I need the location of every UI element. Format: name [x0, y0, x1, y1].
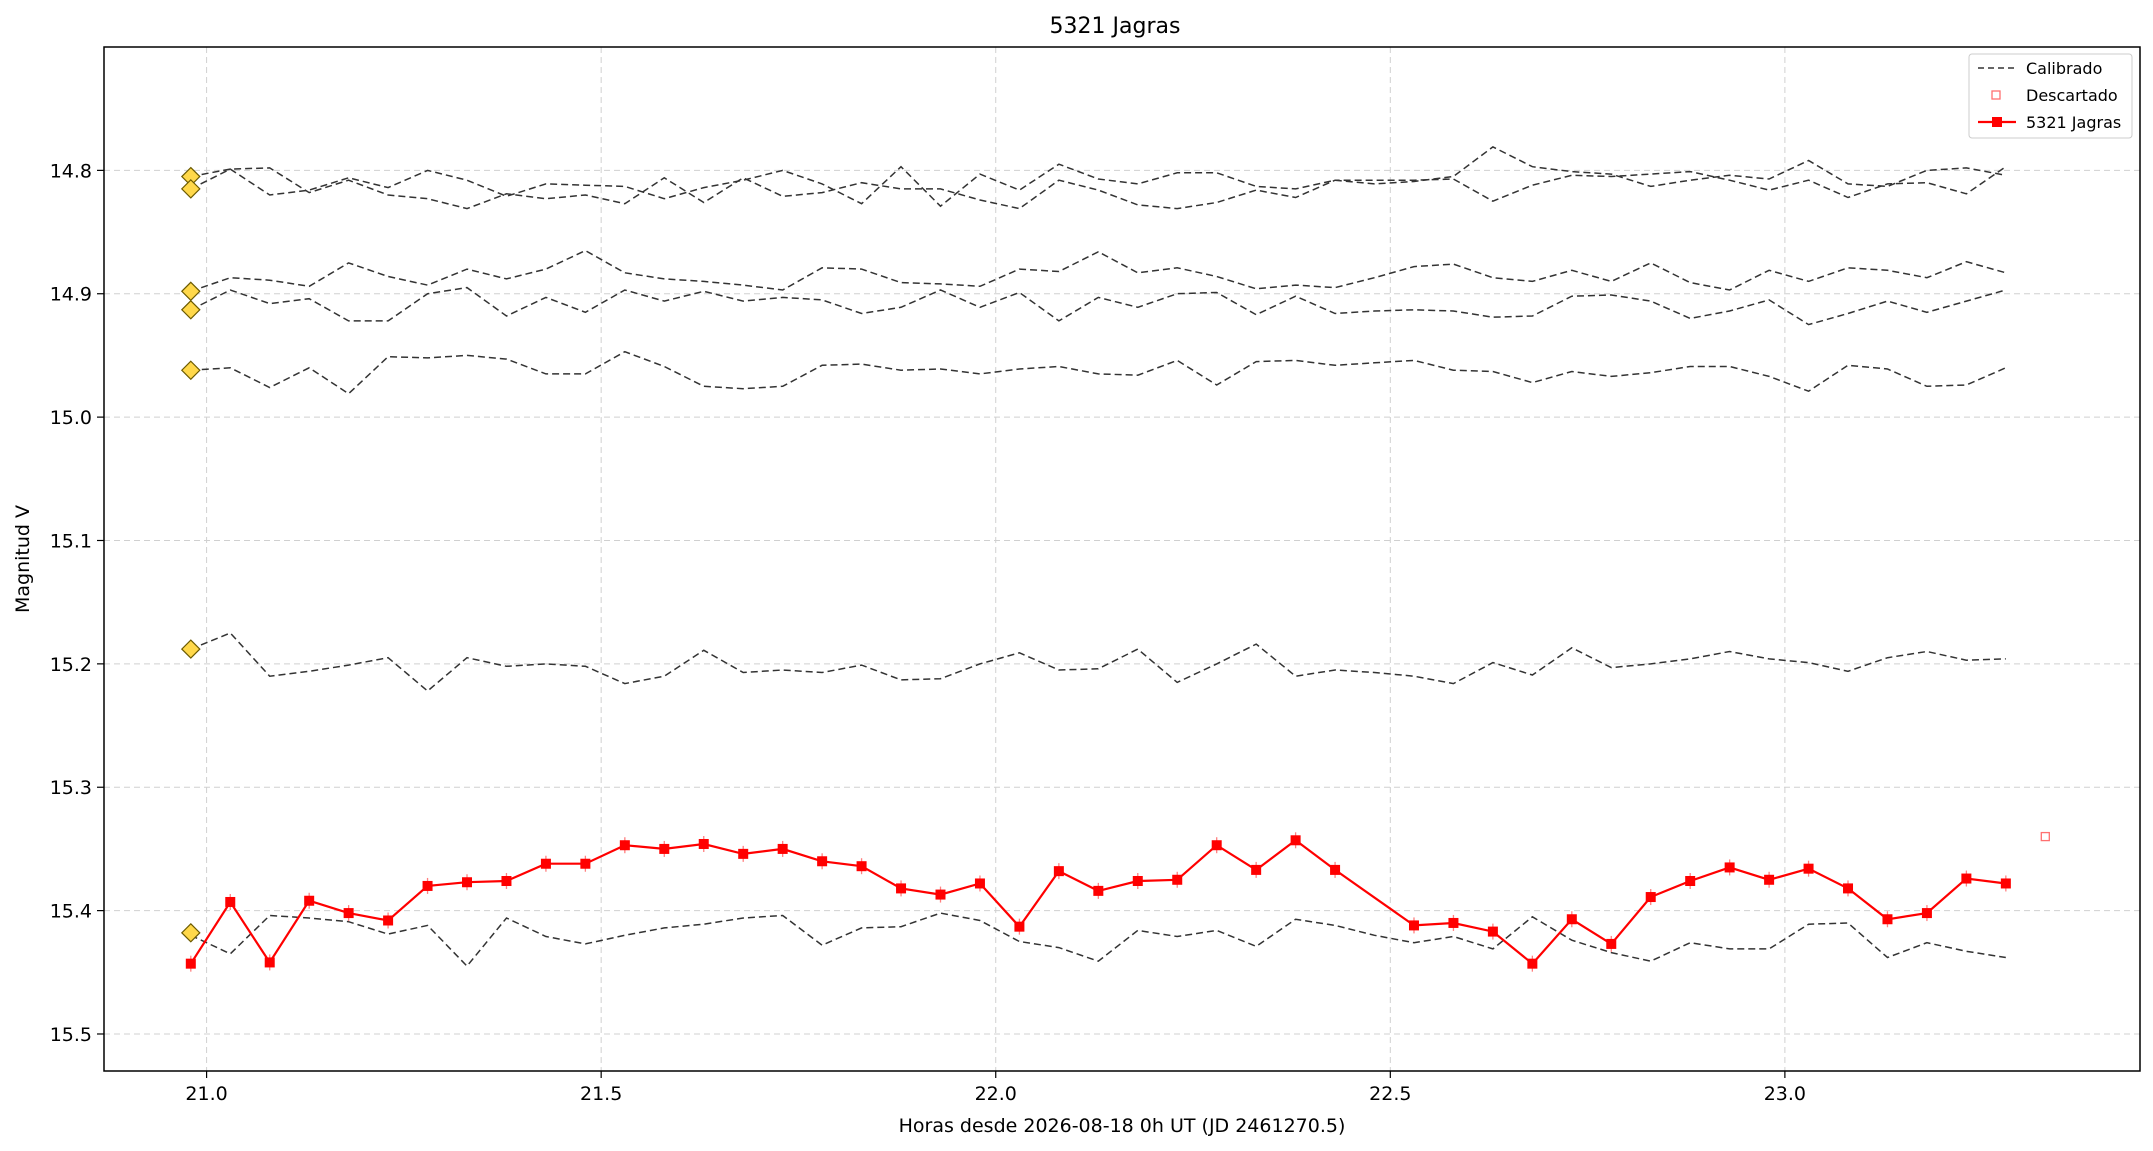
comparison-start-marker	[180, 639, 201, 659]
target-point	[935, 889, 946, 900]
target-point	[698, 838, 709, 849]
calibrado-series-line	[190, 632, 2006, 692]
calibrado-series-line	[190, 286, 2007, 326]
target-point	[225, 896, 236, 907]
target-point	[1448, 917, 1459, 928]
target-point	[619, 840, 630, 851]
y-tick-label: 14.9	[50, 284, 92, 306]
target-point	[1487, 926, 1498, 937]
y-axis-label: Magnitud V	[12, 505, 34, 613]
y-tick-label: 15.1	[50, 530, 92, 552]
discarded-point	[2040, 831, 2050, 842]
target-point	[1211, 840, 1222, 851]
target-point	[1330, 864, 1341, 875]
target-point	[1527, 958, 1538, 969]
legend: Calibrado Descartado 5321 Jagras	[1968, 53, 2133, 139]
target-point	[1053, 866, 1064, 877]
target-point	[1645, 892, 1656, 903]
target-point	[974, 878, 985, 889]
target-point	[738, 848, 749, 859]
y-tick-label: 15.5	[50, 1024, 92, 1046]
target-point	[777, 843, 788, 854]
legend-box	[1968, 53, 2133, 139]
comparison-start-marker	[180, 922, 201, 943]
target-point	[1921, 908, 1932, 919]
plot-data	[180, 146, 2050, 972]
target-point	[659, 843, 670, 854]
legend-calibrado-label: Calibrado	[2026, 59, 2102, 78]
target-point	[1685, 876, 1696, 887]
target-point	[1882, 914, 1893, 925]
y-tick-label: 15.3	[50, 777, 92, 799]
legend-descartado-label: Descartado	[2026, 86, 2118, 105]
target-point	[1408, 920, 1419, 931]
calibrado-series-line	[190, 350, 2007, 395]
target-point	[264, 957, 275, 968]
y-tick-label: 15.2	[50, 654, 92, 676]
target-point	[1132, 876, 1143, 887]
target-point	[1290, 835, 1301, 846]
target-point	[1172, 874, 1183, 885]
comparison-start-marker	[180, 360, 201, 381]
target-point	[1093, 885, 1104, 896]
target-point	[422, 880, 433, 891]
x-tick-label: 22.5	[1369, 1083, 1411, 1105]
target-point	[1251, 864, 1262, 875]
calibrado-series-line	[190, 912, 2006, 968]
target-point	[1803, 863, 1814, 874]
plot-frame	[103, 46, 2141, 1072]
target-point	[540, 858, 551, 869]
legend-descartado-swatch	[1991, 90, 2001, 100]
target-point	[1606, 938, 1617, 949]
x-axis-label: Horas desde 2026-08-18 0h UT (JD 2461270…	[899, 1115, 1346, 1137]
x-tick-label: 23.0	[1764, 1083, 1806, 1105]
target-point	[896, 883, 907, 894]
target-point	[1961, 873, 1972, 884]
target-point	[462, 877, 473, 888]
x-tick-label: 21.5	[580, 1083, 622, 1105]
target-point	[383, 915, 394, 926]
target-point	[817, 856, 828, 867]
target-point	[304, 895, 315, 906]
comparison-start-marker	[180, 179, 201, 199]
y-tick-label: 15.4	[50, 901, 92, 923]
target-point	[1724, 862, 1735, 873]
target-point	[580, 858, 591, 869]
axis-ticks: 21.0 21.5 22.0 22.5 23.0 14.8 14.9 15.0 15.1 15.2…	[50, 160, 1806, 1105]
calibrado-series-line	[190, 249, 2007, 293]
target-point	[1843, 883, 1854, 894]
legend-target-label: 5321 Jagras	[2026, 113, 2121, 132]
legend-target-marker	[1992, 117, 2002, 127]
target-point	[1566, 914, 1577, 925]
calibrado-series-line	[190, 146, 2006, 208]
y-tick-label: 15.0	[50, 407, 92, 429]
y-tick-label: 14.8	[50, 160, 92, 182]
comparison-start-marker	[180, 299, 201, 320]
target-point	[185, 958, 196, 969]
target-point	[1764, 874, 1775, 885]
target-point	[343, 908, 354, 919]
target-point	[501, 876, 512, 887]
x-tick-label: 22.0	[975, 1083, 1017, 1105]
target-series-line	[189, 838, 2006, 966]
target-point	[1014, 921, 1025, 932]
target-point	[856, 861, 867, 872]
x-tick-label: 21.0	[185, 1083, 227, 1105]
target-point	[2000, 878, 2011, 889]
chart-title: 5321 Jagras	[1050, 14, 1181, 39]
